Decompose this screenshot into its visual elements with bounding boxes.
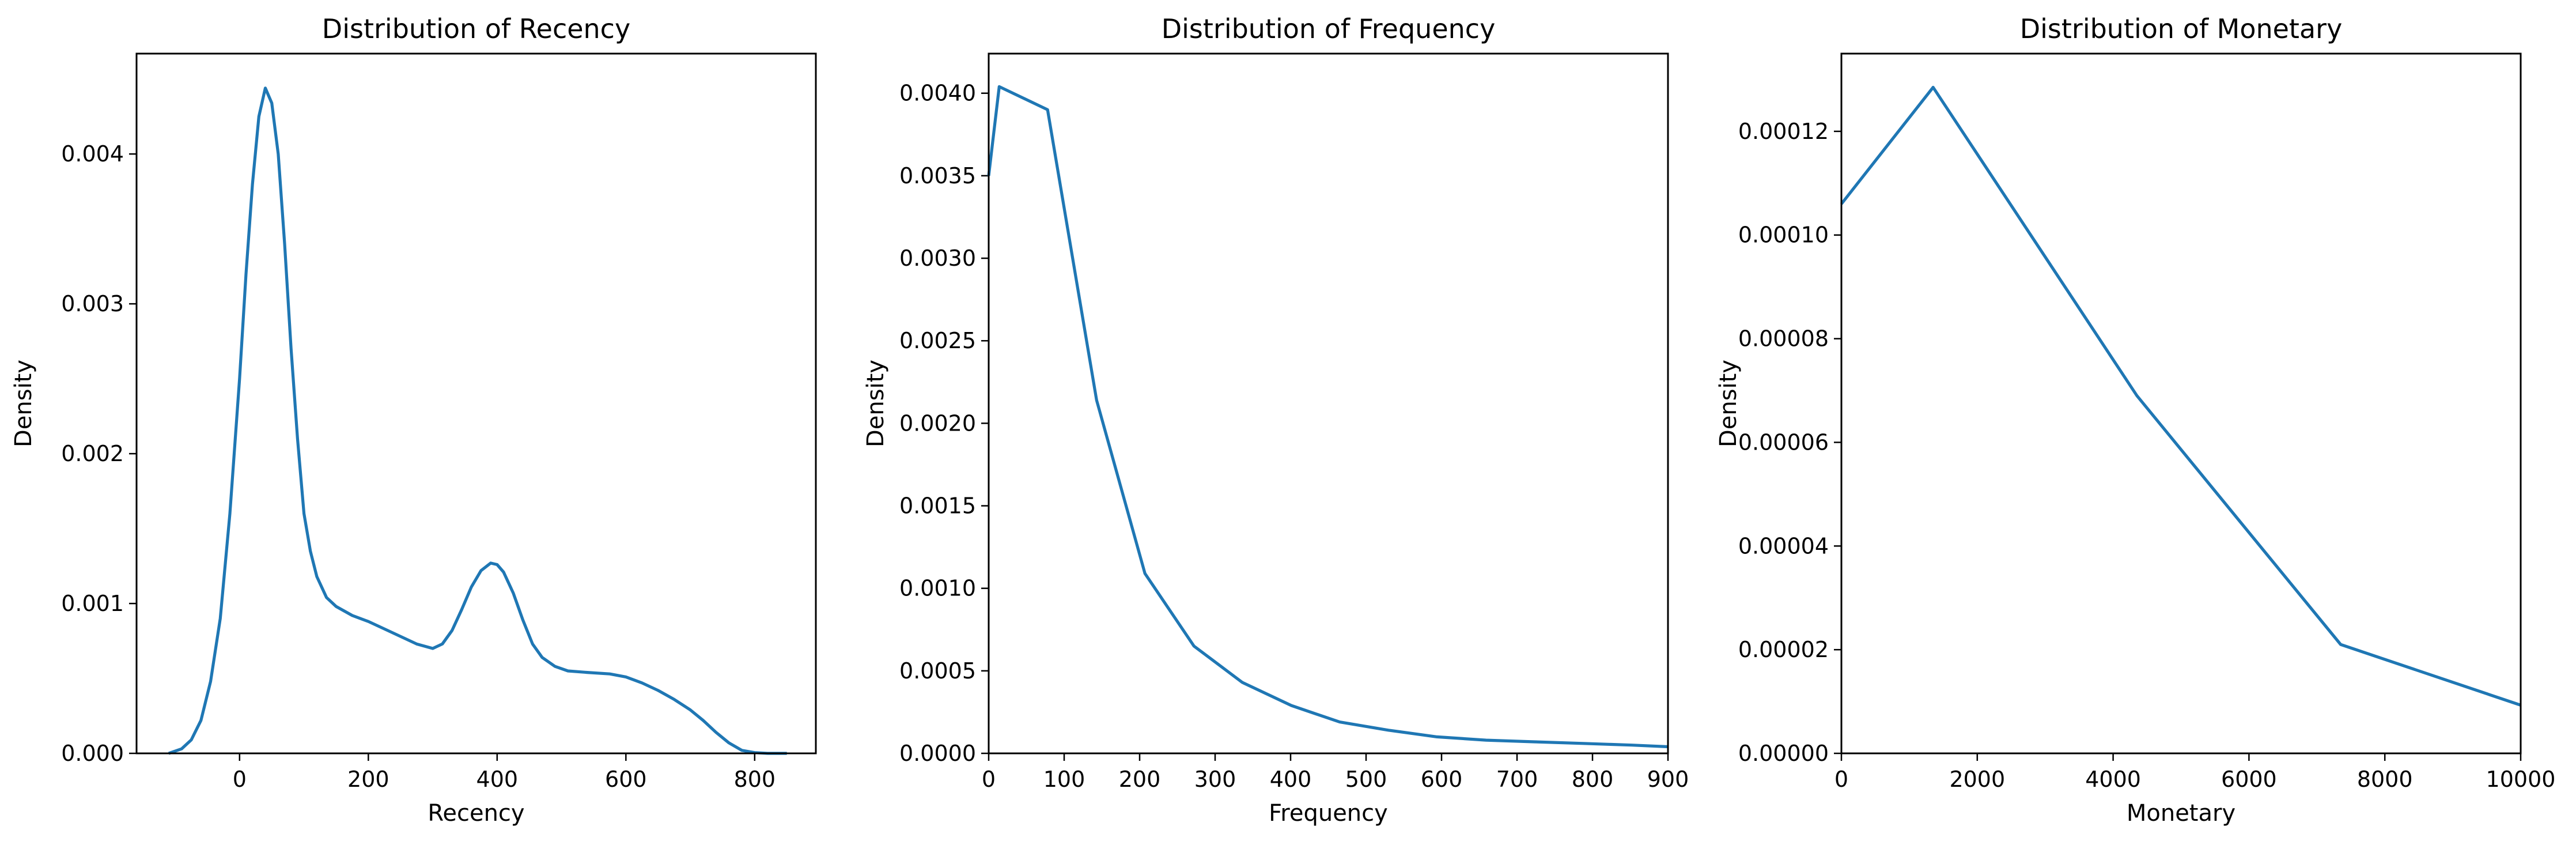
recency-density-line	[168, 86, 787, 755]
recency-x-tick-label: 800	[734, 767, 776, 792]
recency-panel: Distribution of Recency Recency Density …	[10, 13, 817, 827]
frequency-title: Distribution of Frequency	[1162, 13, 1496, 44]
frequency-axes-frame	[988, 52, 1669, 755]
recency-x-tick-label: 600	[605, 767, 647, 792]
frequency-x-tick-label: 500	[1345, 767, 1387, 792]
monetary-x-tick-label: 10000	[2486, 767, 2556, 792]
recency-x-tick-label: 400	[476, 767, 519, 792]
frequency-y-tick-label: 0.0030	[899, 246, 976, 271]
recency-y-axis-label: Density	[10, 360, 37, 447]
monetary-x-tick-label: 4000	[2085, 767, 2141, 792]
monetary-y-tick-label: 0.00008	[1738, 326, 1829, 352]
frequency-x-tick-label: 900	[1647, 767, 1689, 792]
frequency-x-tick-label: 600	[1421, 767, 1463, 792]
frequency-y-tick-label: 0.0025	[899, 328, 976, 353]
frequency-y-tick-label: 0.0010	[899, 576, 976, 601]
frequency-x-axis-label: Frequency	[1269, 800, 1388, 827]
monetary-y-tick-label: 0.00004	[1738, 533, 1829, 559]
frequency-x-tick-label: 700	[1496, 767, 1538, 792]
frequency-x-tick-label: 800	[1572, 767, 1614, 792]
frequency-x-tick-label: 100	[1043, 767, 1085, 792]
recency-x-tick-label: 200	[347, 767, 389, 792]
monetary-x-axis-label: Monetary	[2127, 800, 2235, 827]
monetary-ticks: 0 2000 4000 6000 8000 10000 0.00000 0.00002 0.00…	[1738, 119, 2556, 792]
frequency-y-tick-label: 0.0040	[899, 81, 976, 106]
recency-axes-frame	[135, 52, 817, 755]
recency-ticks: 0 200 400 600 800 0.000 0.001 0.002 0.003 0.004	[61, 141, 776, 792]
recency-title: Distribution of Recency	[322, 13, 630, 44]
frequency-y-tick-label: 0.0000	[899, 741, 976, 766]
monetary-density-line	[1840, 85, 2521, 707]
monetary-y-tick-label: 0.00002	[1738, 637, 1829, 662]
frequency-y-axis-label: Density	[863, 360, 889, 447]
monetary-axes-frame	[1840, 52, 2522, 755]
frequency-x-tick-label: 400	[1270, 767, 1312, 792]
recency-y-tick-label: 0.002	[61, 441, 124, 466]
monetary-y-axis-label: Density	[1715, 360, 1742, 447]
recency-x-axis-label: Recency	[428, 800, 524, 827]
monetary-title: Distribution of Monetary	[2020, 13, 2343, 44]
frequency-panel: Distribution of Frequency Frequency Dens…	[863, 13, 1689, 827]
frequency-x-tick-label: 200	[1119, 767, 1161, 792]
recency-y-tick-label: 0.000	[61, 741, 124, 766]
frequency-x-tick-label: 0	[982, 767, 996, 792]
frequency-x-tick-label: 300	[1194, 767, 1236, 792]
monetary-y-tick-label: 0.00006	[1738, 429, 1829, 455]
monetary-panel: Distribution of Monetary Monetary Densit…	[1715, 13, 2555, 827]
monetary-x-tick-label: 8000	[2357, 767, 2413, 792]
monetary-y-tick-label: 0.00012	[1738, 119, 1829, 144]
recency-y-tick-label: 0.003	[61, 291, 124, 316]
frequency-y-tick-label: 0.0005	[899, 658, 976, 684]
monetary-x-tick-label: 6000	[2221, 767, 2277, 792]
frequency-ticks: 0 100 200 300 400 500 600 700 800 900 0.0000 0.0005…	[899, 81, 1689, 792]
monetary-y-tick-label: 0.00000	[1738, 741, 1829, 766]
monetary-x-tick-label: 0	[1834, 767, 1848, 792]
frequency-y-tick-label: 0.0020	[899, 410, 976, 436]
frequency-density-line	[987, 85, 1669, 749]
monetary-y-tick-label: 0.00010	[1738, 222, 1829, 248]
recency-y-tick-label: 0.001	[61, 591, 124, 616]
monetary-x-tick-label: 2000	[1949, 767, 2005, 792]
recency-x-tick-label: 0	[233, 767, 247, 792]
recency-y-tick-label: 0.004	[61, 141, 124, 167]
frequency-y-tick-label: 0.0035	[899, 163, 976, 188]
frequency-y-tick-label: 0.0015	[899, 493, 976, 519]
